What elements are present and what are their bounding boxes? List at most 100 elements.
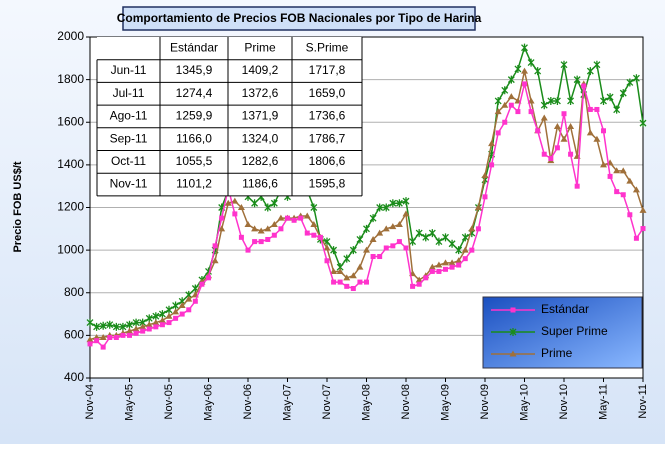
marker [508, 102, 514, 108]
marker [344, 283, 350, 289]
marker [416, 281, 422, 287]
marker [303, 212, 311, 219]
marker [619, 167, 627, 174]
marker [238, 234, 244, 240]
marker [455, 257, 463, 264]
legend-label: Super Prime [541, 324, 608, 338]
marker [632, 74, 640, 83]
marker [449, 264, 455, 270]
x-tick-label: May-06 [202, 384, 214, 421]
marker [396, 239, 402, 245]
table-cell: 1101,2 [176, 177, 212, 191]
marker [488, 140, 496, 147]
marker [633, 235, 639, 241]
title-box [122, 6, 476, 31]
y-tick-label: 1800 [57, 72, 84, 86]
marker [165, 305, 173, 314]
marker [395, 199, 403, 208]
marker [232, 211, 238, 217]
marker [270, 221, 278, 228]
marker [231, 197, 239, 204]
marker [502, 119, 508, 125]
marker [495, 130, 501, 136]
marker [553, 123, 561, 130]
marker [586, 129, 594, 136]
marker [554, 145, 560, 151]
marker [553, 96, 561, 105]
marker [86, 318, 94, 327]
marker [127, 332, 132, 338]
marker [606, 93, 614, 102]
marker [535, 128, 541, 134]
table-cell: 1372,6 [242, 86, 279, 100]
marker [474, 204, 482, 210]
marker [146, 326, 152, 332]
marker [199, 281, 205, 287]
marker [100, 344, 106, 350]
marker [436, 268, 442, 274]
table-header: S.Prime [306, 41, 349, 55]
marker [133, 330, 139, 336]
marker [99, 334, 107, 341]
marker [278, 226, 284, 232]
marker [310, 221, 318, 228]
table-cell: Jul-11 [113, 86, 145, 100]
marker [244, 221, 252, 228]
marker [356, 263, 364, 270]
marker [211, 257, 219, 264]
marker [113, 335, 119, 341]
x-tick-label: Nov-09 [479, 384, 491, 419]
marker [310, 203, 318, 212]
y-tick-label: 1000 [57, 242, 84, 256]
marker [442, 259, 449, 266]
marker [270, 199, 278, 208]
marker [428, 263, 436, 270]
x-tick-label: May-05 [123, 384, 135, 421]
marker [94, 338, 100, 344]
marker [251, 199, 259, 208]
marker [390, 243, 396, 249]
marker [561, 111, 567, 117]
marker [443, 266, 448, 272]
marker [587, 106, 593, 112]
marker [285, 215, 290, 221]
marker [573, 75, 581, 84]
marker [212, 243, 218, 249]
marker [626, 78, 634, 87]
marker [620, 192, 626, 198]
marker [185, 295, 193, 302]
marker [173, 315, 179, 321]
marker [172, 308, 180, 315]
marker [152, 319, 160, 326]
marker [245, 247, 251, 253]
marker [415, 276, 423, 283]
marker [106, 320, 114, 329]
marker [152, 312, 160, 321]
marker [277, 214, 285, 221]
table-cell: 1659,0 [309, 86, 346, 100]
marker [311, 232, 317, 238]
marker [158, 310, 166, 319]
table-cell: 1806,6 [309, 154, 346, 168]
marker [356, 235, 364, 244]
y-tick-label: 400 [64, 370, 84, 384]
marker [252, 239, 258, 245]
data-table: Estándar Prime S.Prime Jun-11 1345,9 1409,2 17… [96, 37, 363, 197]
table-cell: 1055,5 [176, 154, 213, 168]
marker [395, 221, 403, 228]
marker [639, 119, 647, 128]
marker [428, 229, 436, 238]
marker [494, 108, 502, 115]
marker [560, 60, 568, 69]
x-tick-label: May-07 [281, 384, 293, 421]
marker [540, 114, 548, 121]
x-tick-label: May-10 [518, 384, 530, 421]
table-bg [97, 37, 362, 196]
marker [435, 261, 443, 268]
marker [515, 109, 521, 115]
x-tick-label: Nov-07 [321, 384, 333, 419]
marker [415, 229, 423, 238]
marker [481, 172, 489, 179]
marker [521, 43, 528, 52]
